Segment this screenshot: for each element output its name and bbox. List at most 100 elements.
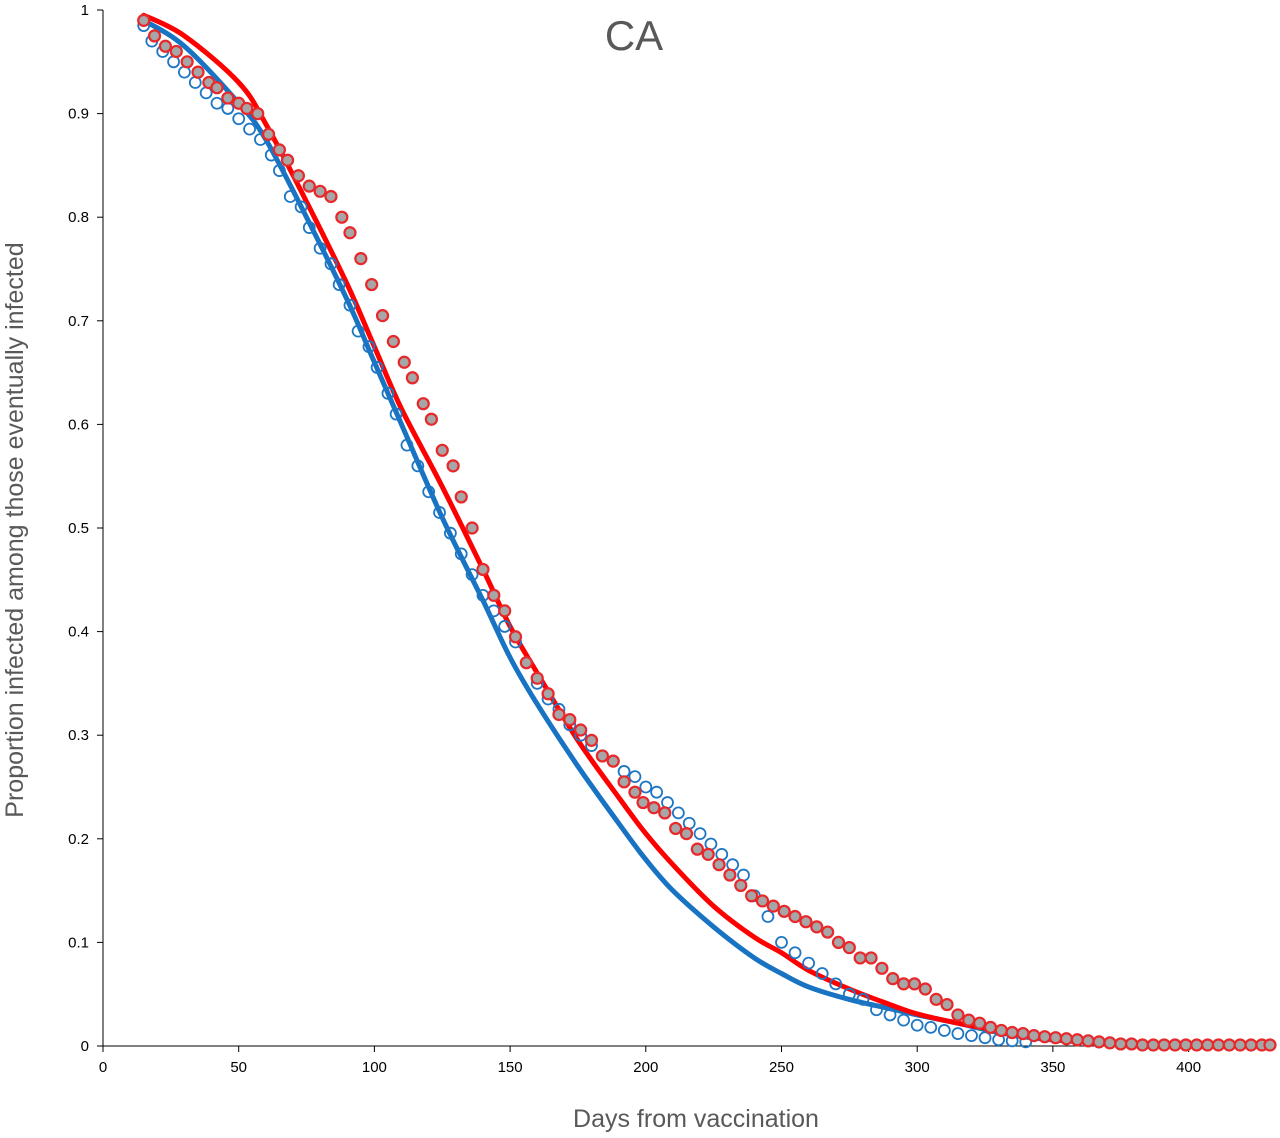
data-point-red	[595, 749, 609, 763]
data-point-blue	[661, 796, 674, 809]
data-point-blue	[897, 1013, 911, 1027]
data-point-red	[1124, 1037, 1139, 1051]
data-point-red	[465, 521, 479, 535]
data-point-blue	[910, 1018, 924, 1032]
y-tick-label: 0	[81, 1038, 89, 1055]
data-point-red	[777, 904, 791, 918]
data-point-red	[563, 713, 577, 727]
data-point-red	[1179, 1038, 1193, 1052]
data-point-red	[519, 656, 533, 670]
data-point-blue	[411, 459, 425, 473]
data-point-blue	[188, 76, 202, 89]
y-tick-label: 0.6	[68, 416, 89, 433]
data-point-red	[1070, 1033, 1084, 1047]
data-point-blue	[433, 506, 446, 519]
data-point-red	[386, 334, 400, 349]
data-point-red	[951, 1008, 965, 1022]
data-point-red	[679, 827, 694, 841]
data-point-red	[658, 806, 672, 820]
data-point-blue	[302, 221, 316, 234]
data-point-blue	[167, 55, 180, 69]
data-point-blue	[381, 386, 395, 400]
data-point-red	[280, 153, 295, 167]
data-point-red	[1059, 1032, 1074, 1046]
data-point-red	[1211, 1038, 1226, 1052]
data-point-red	[745, 889, 759, 903]
data-point-red	[158, 39, 173, 53]
data-point-blue	[726, 858, 740, 872]
data-point-red	[405, 371, 419, 385]
data-point-red	[1168, 1038, 1182, 1052]
data-point-blue	[965, 1029, 978, 1043]
data-point-red	[983, 1020, 998, 1034]
data-point-blue	[815, 967, 829, 980]
y-tick-label: 0.9	[68, 106, 89, 123]
data-point-red	[169, 44, 183, 59]
chart-title: CA	[605, 12, 663, 59]
data-point-red	[541, 687, 555, 701]
data-point-blue	[883, 1008, 897, 1022]
data-point-red	[291, 169, 306, 183]
data-point-red	[1027, 1029, 1041, 1043]
data-point-red	[766, 899, 780, 913]
x-tick-label: 150	[498, 1059, 523, 1076]
data-point-red	[723, 868, 737, 882]
data-point-red	[574, 723, 588, 737]
data-point-red	[1263, 1038, 1277, 1052]
data-point-red	[552, 707, 566, 722]
data-point-blue	[856, 992, 870, 1006]
data-point-red	[1038, 1030, 1052, 1044]
x-tick-label: 50	[230, 1059, 247, 1076]
data-point-blue	[351, 324, 365, 338]
x-tick-label: 400	[1176, 1059, 1201, 1076]
data-point-red	[1244, 1038, 1258, 1052]
y-tick-label: 0.5	[68, 520, 89, 537]
data-point-blue	[671, 806, 685, 820]
data-point-blue	[443, 526, 457, 540]
x-tick-label: 200	[633, 1059, 658, 1076]
data-point-red	[1092, 1035, 1106, 1049]
y-tick-label: 1	[81, 2, 89, 19]
data-point-red	[240, 101, 254, 116]
data-point-blue	[199, 86, 213, 100]
data-point-blue	[370, 361, 384, 374]
data-point-red	[1005, 1025, 1019, 1040]
data-point-red	[147, 29, 162, 43]
data-point-red	[375, 309, 390, 323]
data-point-blue	[829, 977, 843, 991]
data-point-red	[1157, 1038, 1171, 1052]
data-point-blue	[389, 407, 403, 421]
data-point-red	[251, 106, 265, 121]
data-point-red	[221, 91, 235, 105]
data-point-red	[446, 459, 460, 473]
data-point-blue	[693, 827, 707, 841]
data-point-red	[617, 775, 631, 789]
data-point-red	[324, 189, 338, 204]
data-point-red	[1222, 1038, 1236, 1052]
data-point-red	[690, 842, 704, 856]
data-point-red	[842, 940, 856, 955]
x-tick-label: 300	[905, 1059, 930, 1076]
data-point-red	[454, 490, 468, 504]
data-point-blue	[332, 278, 346, 291]
data-point-blue	[802, 956, 816, 970]
data-point-red	[1233, 1038, 1247, 1052]
data-point-red	[487, 588, 501, 602]
data-point-red	[810, 920, 824, 934]
data-point-blue	[737, 868, 750, 882]
data-point-red	[1103, 1036, 1117, 1050]
data-point-red	[1200, 1038, 1215, 1052]
data-point-red	[734, 878, 748, 893]
data-point-red	[669, 821, 683, 836]
data-point-red	[302, 179, 316, 193]
data-point-red	[1146, 1038, 1160, 1052]
data-point-red	[210, 81, 224, 95]
data-point-red	[799, 915, 813, 929]
data-point-blue	[313, 241, 327, 255]
data-point-blue	[715, 847, 729, 861]
data-point-blue	[682, 816, 696, 830]
data-point-red	[918, 982, 932, 996]
y-axis-title: Proportion infected among those eventual…	[1, 242, 29, 817]
data-point-blue	[924, 1020, 938, 1034]
